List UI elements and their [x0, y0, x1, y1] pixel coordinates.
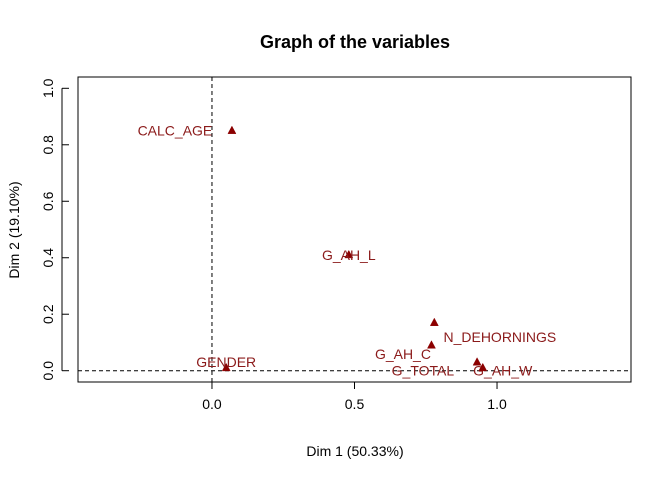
point-label: N_DEHORNINGS: [443, 329, 556, 345]
x-tick-label: 0.5: [345, 396, 365, 412]
triangle-marker: [429, 317, 439, 326]
x-tick-label: 1.0: [487, 396, 507, 412]
triangle-marker: [478, 362, 488, 372]
triangle-marker: [427, 340, 436, 349]
reference-lines: [78, 77, 631, 382]
y-tick-label: 0.8: [40, 135, 56, 155]
data-point: G_AH_C: [375, 340, 436, 362]
data-point: GENDER: [196, 354, 256, 372]
data-point: G_AH_W: [472, 357, 533, 379]
point-label: G_TOTAL: [392, 363, 455, 379]
point-label: GENDER: [196, 354, 256, 370]
y-axis: 0.0 0.2 0.4 0.6 0.8 1.0: [40, 78, 69, 380]
x-tick-label: 0.0: [202, 396, 222, 412]
triangle-marker: [472, 357, 482, 366]
triangle-marker: [221, 362, 231, 372]
y-tick-label: 0.2: [40, 304, 56, 324]
triangle-marker: [344, 249, 354, 259]
y-tick-label: 1.0: [40, 78, 56, 98]
y-tick-label: 0.0: [40, 361, 56, 381]
data-point: CALC_AGE: [138, 123, 237, 139]
point-label: G_AH_C: [375, 346, 431, 362]
data-point: G_AH_L: [322, 247, 376, 263]
y-tick-label: 0.4: [40, 248, 56, 268]
point-label: G_AH_L: [322, 247, 376, 263]
data-points: CALC_AGE G_AH_L N_DEHORNINGS G_AH_C G_AH_W G_…: [138, 123, 557, 379]
data-point: G_TOTAL: [392, 362, 488, 379]
point-label: CALC_AGE: [138, 123, 213, 139]
triangle-marker: [227, 125, 237, 134]
x-axis-label: Dim 1 (50.33%): [306, 443, 403, 459]
x-axis: 0.0 0.5 1.0: [202, 382, 507, 412]
y-axis-label: Dim 2 (19.10%): [6, 181, 22, 278]
point-label: G_AH_W: [473, 363, 533, 379]
y-tick-label: 0.6: [40, 191, 56, 211]
chart-title: Graph of the variables: [260, 32, 450, 52]
data-point: N_DEHORNINGS: [429, 317, 556, 345]
